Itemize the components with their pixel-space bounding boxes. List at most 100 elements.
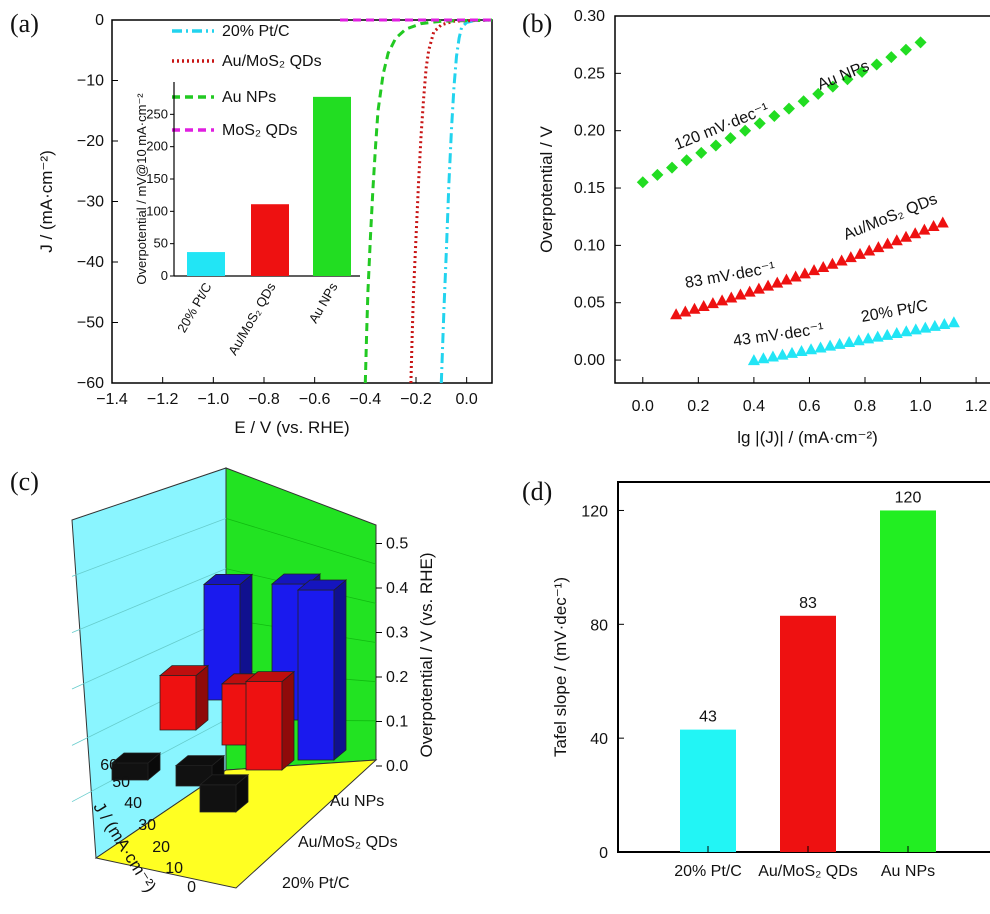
data-point-b (798, 267, 811, 279)
series-label-pt-c: 20% Pt/C (860, 297, 930, 325)
data-point-b (776, 348, 789, 360)
data-point-b (782, 102, 795, 115)
z-axis-label-c: Overpotential / V (vs. RHE) (417, 552, 436, 757)
wall-grid-line (71, 568, 227, 634)
y-tick-label-d: 40 (590, 731, 608, 748)
z-tick-label-c: 0.1 (386, 714, 408, 731)
data-point-b (651, 168, 664, 181)
inset-y-tick-label: 150 (146, 171, 168, 186)
value-label-d: 43 (699, 709, 717, 726)
data-point-b (909, 323, 922, 335)
data-point-b (854, 247, 867, 259)
data-point-b (890, 234, 903, 246)
x-tick-label-a: −1.2 (147, 391, 179, 408)
y-axis-label-d: Tafel slope / (mV·dec⁻¹) (551, 577, 570, 757)
data-point-b (679, 305, 692, 317)
data-point-b (835, 254, 848, 266)
x-axis-label-a: E / V (vs. RHE) (234, 418, 349, 437)
data-point-b (914, 36, 927, 49)
data-point-b (743, 285, 756, 297)
panel-a-polarization-curves: −1.4 −1.2 −1.0 −0.8 −0.6 −0.4 −0.2 0.0 0 −10 −20 −3… (37, 12, 493, 437)
data-point-b (899, 230, 912, 242)
data-point-b (909, 227, 922, 239)
inset-category-label: Au NPs (306, 280, 341, 326)
data-point-b (826, 80, 839, 93)
inset-bar (187, 252, 225, 276)
data-point-b (900, 325, 913, 337)
panel-label-b: (b) (522, 9, 552, 38)
panel-d-tafel-slope-bars: 0 40 80 120 Tafel slope / (mV·dec⁻¹) 43 20% Pt… (551, 481, 990, 880)
data-point-b (863, 244, 876, 256)
wall-grid-line (225, 517, 377, 565)
bar3d-top (174, 755, 226, 766)
data-point-b (862, 332, 875, 344)
data-point-b (881, 237, 894, 249)
bar-d (780, 615, 836, 852)
z-tick-label-c: 0.3 (386, 625, 408, 642)
data-point-b (771, 276, 784, 288)
y-tick-label-c: 20 (152, 839, 170, 856)
curve-3-a (363, 18, 493, 384)
category-label-c: 20% Pt/C (282, 875, 350, 892)
bar3d-top (198, 774, 250, 786)
data-point-b (833, 337, 846, 349)
x-tick-label-b: 1.2 (965, 398, 987, 415)
slope-annotation-au-nps: 120 mV·dec⁻¹ (672, 100, 771, 153)
data-point-b (826, 257, 839, 269)
z-tick-label-c: 0.5 (386, 536, 408, 553)
category-label-d: Au NPs (881, 863, 935, 880)
inset-y-tick-label: 250 (146, 106, 168, 121)
data-point-b (762, 279, 775, 291)
data-point-b (768, 110, 781, 123)
data-point-b (918, 223, 931, 235)
curve-2-a (409, 18, 493, 384)
y-tick-label-c: 50 (112, 774, 130, 791)
data-point-b (814, 341, 827, 353)
data-point-b (747, 354, 760, 366)
legend-label-a: Au NPs (222, 89, 276, 106)
y-tick-label-b: 0.00 (574, 352, 605, 369)
bar3d-side (281, 670, 295, 771)
y-tick-label-c: 10 (165, 860, 183, 877)
y-tick-label-c: 30 (138, 817, 156, 834)
data-point-b (805, 343, 818, 355)
x-tick-label-b: 0.4 (743, 398, 765, 415)
y-tick-label-d: 120 (581, 503, 608, 520)
bar3d-top (110, 752, 162, 764)
data-point-b (885, 51, 898, 64)
panel-b-tafel-plot: 0.0 0.2 0.4 0.6 0.8 1.0 1.2 0.00 0.05 0.10 0.15 0.2… (537, 8, 990, 447)
panel-c-3d-bar-chart: 0.0 0.1 0.2 0.3 0.4 0.5 Overpotential / V (vs.… (71, 467, 436, 896)
value-label-d: 120 (895, 489, 922, 506)
wall-grid-line (71, 517, 227, 577)
data-point-b (870, 58, 883, 71)
category-label-d: Au/MoS₂ QDs (758, 863, 858, 880)
y-tick-label-c: 0 (187, 879, 196, 896)
bar3d-top (244, 671, 296, 682)
data-point-b (890, 327, 903, 339)
bar3d-front (297, 589, 335, 761)
z-tick-label-c: 0.2 (386, 669, 408, 686)
y-axis-label-b: Overpotential / V (537, 126, 556, 253)
legend-label-a: 20% Pt/C (222, 23, 290, 40)
data-point-b (739, 124, 752, 137)
x-tick-label-b: 1.0 (909, 398, 931, 415)
x-tick-label-a: 0.0 (456, 391, 478, 408)
y-tick-label-d: 80 (590, 617, 608, 634)
inset-y-tick-label: 50 (154, 236, 168, 251)
bar3d-top (158, 665, 210, 676)
panel-label-d: (d) (522, 477, 552, 506)
data-point-b (670, 308, 683, 320)
y-tick-label-a: 0 (95, 12, 104, 29)
bar3d-top (202, 574, 254, 585)
category-label-d: 20% Pt/C (674, 863, 742, 880)
y-tick-label-b: 0.30 (574, 8, 605, 25)
bar3d-front (245, 681, 283, 771)
x-tick-label-a: −0.2 (400, 391, 432, 408)
data-point-b (947, 316, 960, 328)
data-point-b (695, 146, 708, 159)
x-tick-label-a: −0.4 (350, 391, 382, 408)
plot-frame-a (111, 19, 493, 384)
data-point-b (919, 321, 932, 333)
data-point-b (688, 302, 701, 314)
